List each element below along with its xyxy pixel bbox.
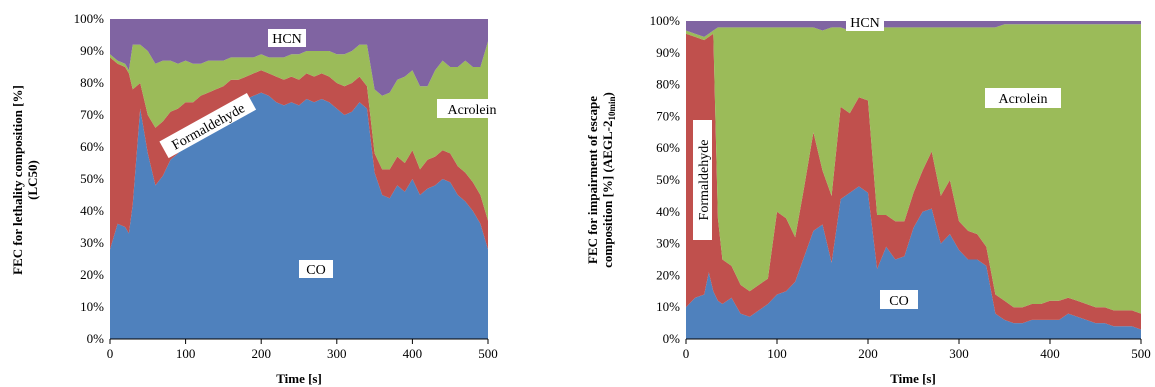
x-tick-label: 500 — [1131, 346, 1151, 361]
y-tick-label: 80% — [656, 77, 680, 92]
y-axis-title-suffix: ) — [600, 92, 615, 96]
y-tick-label: 20% — [656, 267, 680, 282]
y-tick-label: 40% — [80, 203, 104, 218]
x-tick-label: 300 — [949, 346, 969, 361]
annotation-acrolein-box — [985, 88, 1061, 108]
x-tick-label: 400 — [1040, 346, 1060, 361]
x-tick-label: 0 — [107, 346, 114, 361]
series-area-hcn — [686, 21, 1141, 37]
y-tick-label: 20% — [80, 267, 104, 282]
series-area-co — [110, 92, 488, 339]
stacked-areas — [110, 19, 488, 339]
y-axis-title-line-2: composition [%] (AEGL-2 — [600, 121, 615, 268]
annotation-hcn: HCN — [846, 13, 884, 31]
annotation-hcn-label: HCN — [850, 16, 880, 31]
y-tick-label: 50% — [656, 172, 680, 187]
series-area-formaldehyde — [110, 57, 488, 250]
y-tick-label: 0% — [663, 331, 681, 346]
y-tick-label: 80% — [80, 75, 104, 90]
y-axis-title-subscript: 10min — [607, 96, 617, 120]
y-axis-tick-labels: 0% 10% 20% 30% 40% 50% 60% 70% 80% 90% 100% — [650, 13, 681, 346]
annotation-co-box — [299, 260, 333, 278]
annotation-co-label: CO — [306, 263, 325, 278]
y-tick-label: 10% — [656, 299, 680, 314]
y-tick-label: 100% — [650, 13, 681, 28]
y-axis-title-line-1: FEC for impairment of escape — [585, 96, 600, 264]
y-tick-label: 90% — [80, 43, 104, 58]
y-axis-title-line-1: FEC for lethality composition [%] — [10, 85, 25, 275]
annotation-co: CO — [299, 260, 333, 278]
y-tick-label: 100% — [74, 11, 105, 26]
annotation-acrolein: Acrolein — [437, 99, 507, 118]
x-tick-label: 300 — [327, 346, 347, 361]
annotation-hcn: HCN — [268, 29, 306, 47]
impairment-of-escape-composition-chart: 0% 10% 20% 30% 40% 50% 60% 70% 80% 90% 100% 0 100 20… — [585, 13, 1151, 386]
y-tick-label: 30% — [80, 235, 104, 250]
y-axis-tick-labels: 0% 10% 20% 30% 40% 50% 60% 70% 80% 90% 100% — [74, 11, 105, 346]
x-tick-label: 100 — [767, 346, 787, 361]
annotation-formaldehyde-label: Formaldehyde — [697, 140, 712, 221]
annotation-co-box — [880, 290, 918, 309]
x-axis-title: Time [s] — [890, 371, 936, 386]
annotation-co: CO — [880, 290, 918, 309]
annotation-acrolein-label: Acrolein — [448, 103, 497, 118]
y-tick-label: 60% — [656, 140, 680, 155]
y-tick-label: 50% — [80, 171, 104, 186]
annotation-formaldehyde-box — [159, 93, 257, 159]
x-tick-label: 400 — [403, 346, 423, 361]
annotation-co-label: CO — [889, 294, 908, 309]
annotation-hcn-box — [268, 29, 306, 47]
x-tick-label: 200 — [251, 346, 271, 361]
annotation-formaldehyde: Formaldehyde — [693, 120, 712, 240]
y-axis-title: FEC for impairment of escapecomposition … — [585, 92, 617, 268]
y-axis-title: FEC for lethality composition [%](LC50) — [10, 85, 40, 275]
lethality-composition-chart: 0% 10% 20% 30% 40% 50% 60% 70% 80% 90% 100% 0 100 20… — [10, 11, 507, 386]
x-tick-label: 500 — [478, 346, 498, 361]
y-tick-label: 90% — [656, 45, 680, 60]
y-tick-label: 10% — [80, 299, 104, 314]
x-axis-tick-labels: 0 100 200 300 400 500 — [107, 339, 498, 361]
y-tick-label: 40% — [656, 204, 680, 219]
y-axis-title-line-2: (LC50) — [25, 160, 40, 200]
annotation-acrolein-box — [437, 99, 507, 118]
series-area-formaldehyde — [686, 33, 1141, 330]
series-area-acrolein — [110, 41, 488, 221]
y-tick-label: 0% — [87, 331, 105, 346]
x-tick-label: 0 — [683, 346, 690, 361]
x-tick-label: 100 — [176, 346, 196, 361]
annotation-acrolein-label: Acrolein — [999, 92, 1048, 107]
x-tick-label: 200 — [858, 346, 878, 361]
series-area-co — [686, 186, 1141, 339]
annotation-hcn-box — [846, 13, 884, 31]
annotation-formaldehyde-box — [693, 120, 712, 240]
series-area-hcn — [110, 19, 488, 96]
y-tick-label: 60% — [80, 139, 104, 154]
y-tick-label: 70% — [656, 108, 680, 123]
annotation-acrolein: Acrolein — [985, 88, 1061, 108]
y-tick-label: 70% — [80, 107, 104, 122]
y-tick-label: 30% — [656, 236, 680, 251]
x-axis-tick-labels: 0 100 200 300 400 500 — [683, 339, 1151, 361]
x-axis-title: Time [s] — [276, 371, 322, 386]
annotation-hcn-label: HCN — [272, 32, 302, 47]
